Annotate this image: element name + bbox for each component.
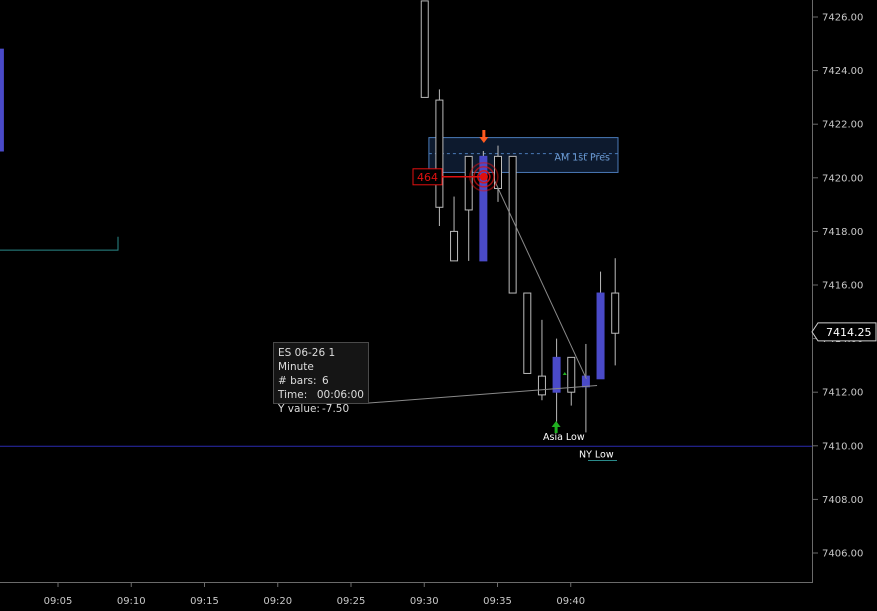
zone-rect (428, 137, 619, 173)
candle-body (567, 356, 576, 393)
tooltip-bars-label: # bars: (278, 375, 317, 387)
previous-level-line (0, 236, 119, 251)
ny-low-label: NY Low (579, 450, 614, 461)
asia-low-label: Asia Low (543, 432, 585, 443)
time-tick-label: 09:40 (556, 596, 585, 607)
current-price-label: 7414.25 (826, 326, 872, 339)
tooltip-title: ES 06-26 1 Minute (278, 347, 336, 373)
candle-body (523, 292, 532, 374)
trend-line (494, 180, 587, 380)
time-tick-label: 09:25 (337, 596, 366, 607)
time-tick-label: 09:15 (190, 596, 219, 607)
tooltip-y-label: Y value: (278, 403, 320, 415)
candle-body (508, 155, 517, 294)
candle-body (464, 155, 473, 211)
price-tick-label: 7416.00 (822, 281, 863, 292)
down-arrow-icon (479, 130, 489, 143)
candle-body (0, 48, 4, 152)
tooltip-y-value: -7.50 (322, 403, 350, 415)
candle-body (435, 99, 444, 208)
candle-body (537, 375, 546, 396)
current-price-badge (811, 322, 877, 342)
time-axis[interactable]: 09:05 09:10 09:15 09:20 09:25 09:30 09:35 09:40 (44, 582, 586, 607)
time-tick-label: 09:30 (410, 596, 439, 607)
plot-frame (0, 0, 813, 583)
time-tick-label: 09:05 (44, 596, 73, 607)
tooltip-time-label: Time: (278, 389, 308, 401)
price-tick-label: 7426.00 (822, 13, 863, 24)
level-lines: Asia Low NY Low (0, 236, 812, 462)
candle-body (450, 230, 459, 262)
candle-body (611, 292, 620, 334)
time-tick-label: 09:10 (117, 596, 146, 607)
time-tick-label: 09:35 (483, 596, 512, 607)
measure-tooltip: ES 06-26 1 Minute # bars: 6 Time: 00:06:00… (273, 342, 369, 415)
signal-count-label: 464 (417, 171, 438, 184)
price-axis[interactable]: 7426.00 7424.00 7422.00 7420.00 7418.00 7416.… (811, 13, 877, 560)
candle-body (420, 0, 429, 98)
up-arrow-icon (551, 421, 561, 433)
price-tick-label: 7422.00 (822, 120, 863, 131)
price-tick-label: 7410.00 (822, 441, 863, 452)
candle-body (479, 155, 488, 262)
signal-count-box (412, 168, 443, 186)
time-tick-label: 09:20 (263, 596, 292, 607)
price-tick-label: 7418.00 (822, 227, 863, 238)
price-tick-label: 7424.00 (822, 66, 863, 77)
candles[interactable] (0, 0, 620, 433)
tooltip-time-value: 00:06:00 (316, 389, 364, 401)
candle-body (596, 292, 605, 380)
tooltip-bars-value: 6 (322, 375, 329, 387)
price-tick-label: 7412.00 (822, 388, 863, 399)
price-tick-label: 7420.00 (822, 173, 863, 184)
zone-label: AM 1st Pres (554, 153, 610, 164)
annotations[interactable]: 464 (368, 130, 598, 433)
am-1st-pres-zone[interactable]: AM 1st Pres (428, 137, 619, 173)
small-up-arrow-icon (562, 372, 567, 375)
price-tick-label: 7408.00 (822, 495, 863, 506)
candle-body (552, 356, 561, 393)
measure-line (368, 385, 598, 404)
price-tick-label: 7406.00 (822, 549, 863, 560)
